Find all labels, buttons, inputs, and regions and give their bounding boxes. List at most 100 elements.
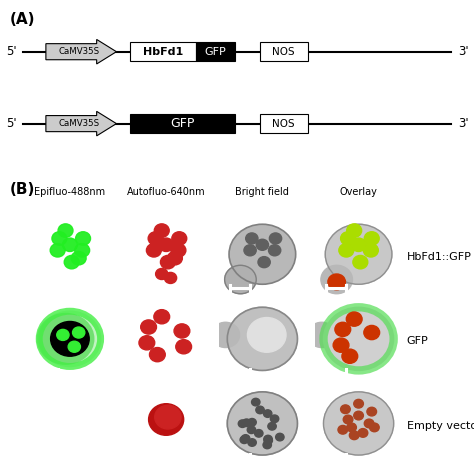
Bar (260, 42, 308, 61)
Circle shape (154, 310, 170, 324)
Circle shape (341, 405, 350, 414)
Text: Empty vector: Empty vector (407, 421, 474, 431)
Text: Autofluo-640nm: Autofluo-640nm (127, 187, 205, 197)
Text: GFP: GFP (407, 336, 428, 346)
Circle shape (370, 423, 379, 432)
Text: 3': 3' (458, 117, 468, 130)
Circle shape (227, 307, 297, 370)
Circle shape (64, 255, 79, 269)
Circle shape (346, 312, 362, 326)
Circle shape (256, 406, 264, 414)
Circle shape (225, 265, 256, 294)
Circle shape (364, 243, 378, 257)
Circle shape (148, 232, 163, 245)
Text: HbFd1::GFP: HbFd1::GFP (407, 251, 472, 262)
Circle shape (351, 238, 366, 251)
Bar (130, 42, 196, 61)
Circle shape (365, 419, 374, 428)
Circle shape (167, 251, 182, 265)
Circle shape (325, 224, 392, 284)
Text: CaMV35S: CaMV35S (58, 119, 100, 128)
Text: NOS: NOS (273, 47, 295, 57)
Circle shape (63, 238, 77, 251)
Circle shape (148, 404, 184, 435)
Circle shape (155, 405, 181, 429)
Text: (B): (B) (9, 182, 35, 196)
Circle shape (50, 243, 65, 257)
Circle shape (276, 433, 284, 441)
Circle shape (159, 238, 173, 251)
Circle shape (333, 338, 349, 352)
Circle shape (358, 429, 368, 437)
Circle shape (268, 245, 281, 256)
Text: Overlay: Overlay (340, 187, 377, 197)
Circle shape (323, 392, 394, 455)
Text: CaMV35S: CaMV35S (58, 47, 100, 56)
Circle shape (76, 232, 91, 245)
Circle shape (52, 232, 67, 245)
Circle shape (258, 257, 270, 268)
Circle shape (339, 243, 354, 257)
Circle shape (349, 431, 359, 439)
Text: 5': 5' (6, 45, 16, 58)
Circle shape (57, 329, 69, 340)
Circle shape (211, 322, 239, 347)
Circle shape (347, 423, 356, 432)
Circle shape (164, 273, 177, 283)
Text: GFP: GFP (170, 117, 195, 130)
Circle shape (172, 232, 187, 245)
Circle shape (342, 349, 358, 363)
Circle shape (248, 418, 256, 426)
Circle shape (264, 437, 273, 444)
Circle shape (174, 324, 190, 338)
Circle shape (141, 320, 156, 334)
Circle shape (338, 425, 347, 434)
Circle shape (343, 415, 353, 424)
Text: Epifluo-488nm: Epifluo-488nm (34, 187, 106, 197)
Circle shape (229, 224, 296, 284)
Circle shape (155, 268, 168, 280)
Text: 3': 3' (458, 45, 468, 58)
Circle shape (155, 224, 169, 237)
Circle shape (252, 398, 260, 406)
Circle shape (264, 435, 272, 443)
Bar (130, 114, 235, 133)
Circle shape (240, 436, 248, 444)
Circle shape (256, 239, 268, 251)
Circle shape (347, 224, 362, 237)
Circle shape (68, 341, 81, 352)
Bar (260, 114, 308, 133)
Circle shape (176, 340, 191, 354)
Circle shape (335, 322, 351, 337)
Circle shape (268, 423, 276, 430)
Circle shape (321, 265, 353, 294)
Circle shape (353, 255, 368, 269)
Circle shape (51, 321, 89, 356)
Circle shape (241, 435, 250, 442)
Circle shape (171, 243, 186, 257)
Circle shape (255, 430, 263, 437)
Circle shape (149, 347, 165, 362)
Text: NOS: NOS (273, 118, 295, 129)
Circle shape (354, 411, 364, 420)
Circle shape (244, 245, 256, 256)
Circle shape (248, 439, 256, 446)
Circle shape (71, 251, 86, 265)
Circle shape (58, 224, 73, 237)
Circle shape (323, 307, 394, 370)
Polygon shape (46, 39, 117, 64)
Circle shape (238, 420, 246, 428)
Circle shape (146, 243, 161, 257)
Circle shape (36, 313, 94, 365)
Text: Bright field: Bright field (236, 187, 289, 197)
Text: HbFd1: HbFd1 (143, 47, 183, 57)
Circle shape (264, 410, 272, 417)
Circle shape (367, 407, 376, 416)
Circle shape (139, 336, 155, 350)
Circle shape (364, 325, 380, 340)
Circle shape (247, 318, 286, 352)
Text: 5': 5' (6, 117, 16, 130)
Circle shape (328, 274, 346, 290)
Circle shape (341, 232, 356, 245)
Circle shape (247, 426, 255, 433)
